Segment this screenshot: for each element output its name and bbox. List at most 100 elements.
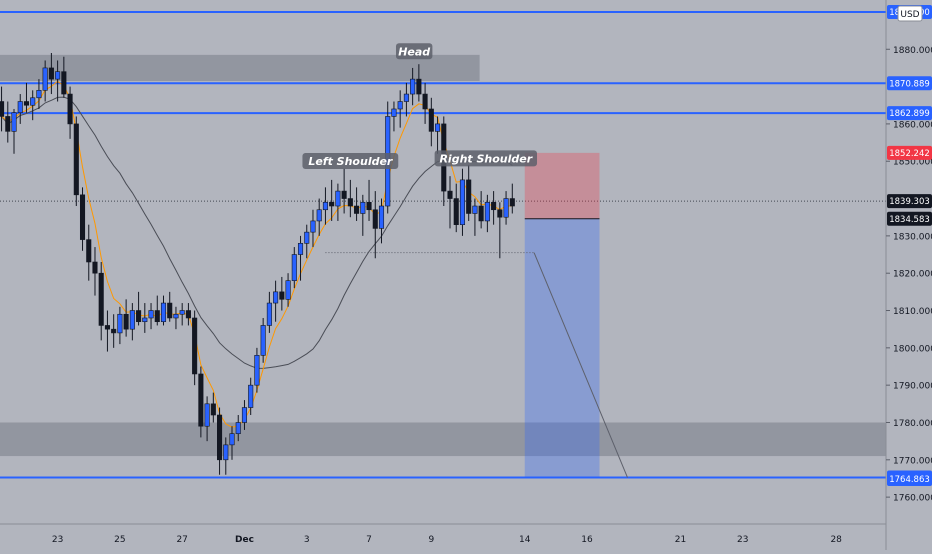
candle[interactable] [229, 426, 235, 460]
projection-line[interactable] [533, 252, 628, 478]
candle[interactable] [491, 191, 497, 225]
candle[interactable] [366, 179, 372, 221]
candle[interactable] [154, 295, 160, 326]
candle[interactable] [428, 97, 434, 147]
candle[interactable] [260, 317, 266, 363]
candle-body-up [129, 310, 135, 330]
candle[interactable] [447, 176, 453, 229]
candle[interactable] [179, 303, 185, 326]
annotation[interactable]: Head [395, 43, 433, 60]
candle[interactable] [129, 303, 135, 341]
candle[interactable] [322, 187, 328, 225]
candle[interactable] [23, 82, 30, 113]
candle[interactable] [11, 108, 17, 154]
candle[interactable] [185, 303, 191, 326]
price-badge[interactable]: 1870.889 [887, 76, 932, 91]
candle[interactable] [167, 291, 173, 322]
candle[interactable] [142, 303, 148, 333]
candle[interactable] [248, 377, 254, 416]
candle[interactable] [117, 306, 123, 345]
price-badge[interactable]: 1862.899 [887, 106, 932, 121]
candle[interactable] [372, 191, 378, 259]
candle[interactable] [472, 198, 478, 236]
candle[interactable] [17, 94, 23, 124]
candle[interactable] [254, 347, 260, 393]
candle[interactable] [0, 86, 5, 132]
candle[interactable] [391, 101, 397, 132]
candle[interactable] [92, 247, 98, 296]
candle[interactable] [354, 187, 360, 221]
stop-loss-zone[interactable] [524, 152, 600, 219]
candle[interactable] [484, 194, 490, 233]
currency-badge[interactable] [897, 5, 923, 22]
candle[interactable] [478, 191, 484, 229]
candle[interactable] [273, 280, 279, 322]
candle[interactable] [104, 310, 110, 352]
candle[interactable] [5, 101, 11, 143]
candle[interactable] [136, 291, 142, 326]
candle-body-up [11, 112, 17, 132]
candle[interactable] [30, 90, 36, 121]
candle[interactable] [335, 183, 341, 221]
candle[interactable] [279, 276, 285, 311]
candle[interactable] [503, 191, 509, 225]
candle[interactable] [198, 366, 204, 438]
candle[interactable] [291, 247, 297, 289]
candle[interactable] [297, 235, 304, 281]
candle[interactable] [217, 407, 223, 475]
candle[interactable] [497, 202, 503, 259]
candle[interactable] [48, 52, 54, 95]
candle[interactable] [148, 303, 154, 330]
price-badge[interactable]: 1839.303 [887, 194, 932, 209]
candle[interactable] [42, 60, 48, 102]
candle[interactable] [304, 224, 310, 259]
candle[interactable] [285, 273, 291, 307]
candle[interactable] [55, 60, 61, 102]
candle[interactable] [204, 396, 210, 442]
candle[interactable] [79, 187, 86, 251]
price-badge[interactable]: 1852.242 [887, 145, 932, 160]
candle[interactable] [459, 168, 466, 236]
candle[interactable] [223, 437, 229, 475]
candle[interactable] [466, 164, 472, 221]
candle[interactable] [235, 415, 241, 442]
candle[interactable] [509, 183, 515, 214]
candle[interactable] [341, 168, 347, 214]
candle[interactable] [266, 291, 272, 333]
candle[interactable] [98, 262, 104, 341]
candle[interactable] [453, 183, 459, 233]
zone-rect-1[interactable] [0, 422, 886, 457]
candle[interactable] [360, 194, 366, 236]
annotation[interactable]: Right Shoulder [434, 150, 538, 167]
candle[interactable] [73, 116, 79, 207]
candle[interactable] [435, 116, 441, 154]
candle[interactable] [210, 392, 216, 423]
take-profit-zone[interactable] [524, 218, 600, 478]
price-badge[interactable]: 1764.863 [887, 471, 932, 486]
candle-body-up [435, 123, 441, 132]
candle[interactable] [410, 67, 416, 106]
candle[interactable] [111, 314, 117, 348]
candle[interactable] [36, 79, 42, 109]
candle[interactable] [67, 86, 73, 139]
candle[interactable] [316, 198, 322, 236]
candle[interactable] [61, 56, 67, 98]
candle[interactable] [378, 198, 385, 244]
candle[interactable] [403, 82, 409, 117]
candle[interactable] [397, 90, 403, 128]
candle[interactable] [422, 82, 428, 124]
annotation[interactable]: Left Shoulder [302, 152, 399, 169]
candle[interactable] [192, 310, 198, 386]
candle[interactable] [329, 179, 335, 221]
candle[interactable] [160, 295, 167, 326]
candle[interactable] [347, 179, 353, 218]
candle[interactable] [173, 306, 179, 330]
price-badge[interactable]: 1834.583 [887, 211, 932, 226]
candle[interactable] [241, 400, 248, 430]
candle[interactable] [123, 299, 129, 337]
candle[interactable] [86, 224, 92, 281]
candle[interactable] [416, 64, 422, 102]
candle[interactable] [310, 209, 316, 248]
